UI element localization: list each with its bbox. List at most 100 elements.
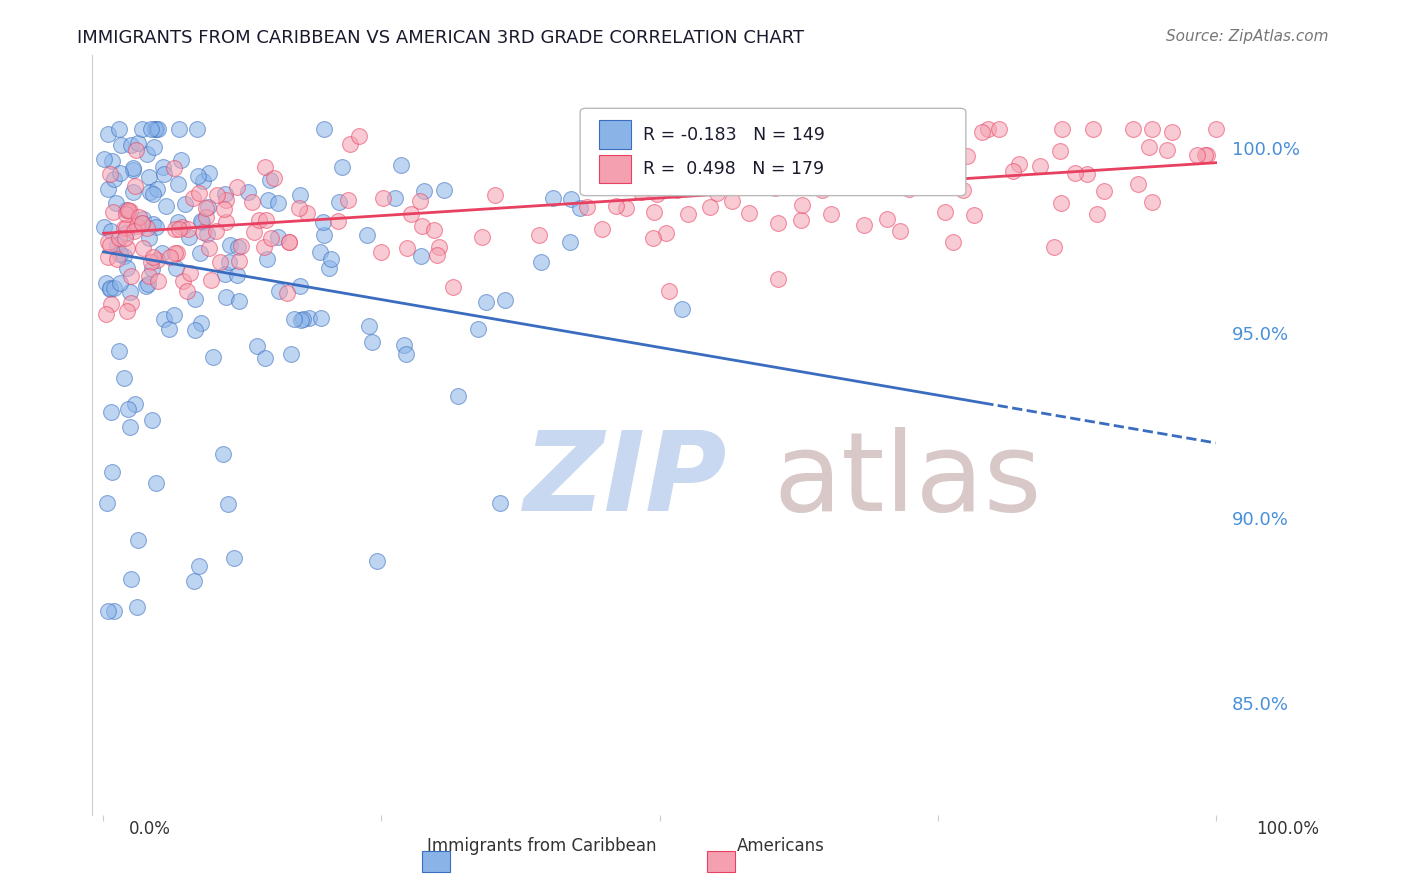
Point bbox=[889, 224, 911, 238]
Point bbox=[118, 203, 141, 218]
Point bbox=[128, 210, 150, 224]
Point bbox=[671, 128, 693, 142]
Point bbox=[278, 235, 301, 249]
Point bbox=[972, 125, 994, 139]
Point bbox=[721, 194, 744, 209]
Point bbox=[269, 284, 291, 298]
Point bbox=[259, 173, 281, 187]
Point bbox=[228, 294, 250, 309]
Point bbox=[120, 420, 142, 434]
Point bbox=[614, 201, 637, 215]
Point bbox=[330, 161, 353, 175]
Point bbox=[100, 225, 122, 239]
Point bbox=[127, 136, 149, 150]
Point bbox=[312, 215, 335, 229]
Point bbox=[745, 163, 768, 178]
Point bbox=[256, 193, 278, 207]
Point bbox=[165, 221, 187, 235]
Point bbox=[101, 205, 124, 219]
Point bbox=[606, 145, 628, 160]
Point bbox=[1128, 178, 1150, 192]
Point bbox=[408, 194, 430, 208]
Point bbox=[98, 282, 121, 296]
Point bbox=[1156, 143, 1178, 157]
Point bbox=[104, 195, 127, 210]
Point bbox=[1161, 125, 1184, 139]
Point bbox=[141, 413, 163, 427]
Point bbox=[766, 272, 789, 286]
Point bbox=[471, 230, 494, 244]
Point bbox=[427, 240, 450, 254]
Point bbox=[560, 192, 582, 206]
Point bbox=[853, 219, 876, 233]
Point bbox=[183, 574, 205, 588]
Point bbox=[744, 142, 766, 156]
Point bbox=[530, 255, 553, 269]
Point bbox=[141, 261, 163, 276]
Point bbox=[474, 295, 496, 310]
Point bbox=[120, 285, 142, 299]
Point bbox=[741, 151, 763, 165]
Point bbox=[100, 296, 122, 310]
Point bbox=[484, 188, 506, 202]
Point bbox=[276, 285, 298, 300]
Point bbox=[763, 181, 786, 195]
Point bbox=[98, 167, 121, 181]
Point bbox=[1085, 207, 1108, 221]
Point bbox=[209, 255, 232, 269]
Point bbox=[312, 122, 335, 136]
Point bbox=[214, 267, 236, 281]
Bar bbox=[599, 120, 631, 149]
Point bbox=[876, 211, 898, 226]
Point bbox=[661, 158, 683, 172]
Point bbox=[347, 129, 370, 144]
Point bbox=[441, 280, 464, 294]
Point bbox=[205, 188, 228, 202]
Point bbox=[1008, 157, 1031, 171]
Point bbox=[205, 224, 228, 238]
Point bbox=[97, 127, 120, 141]
Point bbox=[173, 197, 195, 211]
Point bbox=[198, 166, 221, 180]
Point bbox=[818, 167, 841, 181]
Point bbox=[558, 235, 581, 250]
Point bbox=[1063, 166, 1085, 180]
Point bbox=[215, 194, 238, 208]
Point bbox=[278, 235, 301, 250]
Point bbox=[686, 122, 709, 136]
Point bbox=[153, 312, 176, 326]
Point bbox=[411, 249, 433, 263]
Point bbox=[148, 122, 170, 136]
Point bbox=[167, 215, 190, 229]
Point bbox=[697, 159, 720, 173]
Point bbox=[138, 231, 160, 245]
Point bbox=[117, 204, 139, 219]
Point bbox=[93, 219, 115, 234]
Point bbox=[254, 351, 277, 366]
Point bbox=[256, 252, 278, 267]
Point bbox=[240, 194, 263, 209]
Point bbox=[1194, 148, 1216, 162]
Point bbox=[707, 141, 730, 155]
Bar bbox=[599, 154, 631, 184]
Point bbox=[97, 604, 120, 618]
Point bbox=[433, 183, 456, 197]
Point bbox=[202, 351, 225, 365]
Point bbox=[793, 169, 815, 184]
Point bbox=[963, 208, 986, 222]
Point bbox=[163, 161, 186, 175]
Point bbox=[676, 207, 699, 221]
Point bbox=[1029, 159, 1052, 173]
Point bbox=[115, 226, 138, 240]
Text: R = -0.183   N = 149: R = -0.183 N = 149 bbox=[643, 126, 824, 144]
Point bbox=[856, 175, 879, 189]
Point bbox=[179, 266, 201, 280]
Point bbox=[1081, 122, 1104, 136]
Point bbox=[328, 194, 350, 209]
Text: atlas: atlas bbox=[773, 427, 1042, 534]
Point bbox=[101, 465, 124, 479]
Point bbox=[837, 151, 859, 165]
Point bbox=[124, 397, 146, 411]
Point bbox=[163, 245, 186, 260]
Point bbox=[658, 284, 681, 298]
